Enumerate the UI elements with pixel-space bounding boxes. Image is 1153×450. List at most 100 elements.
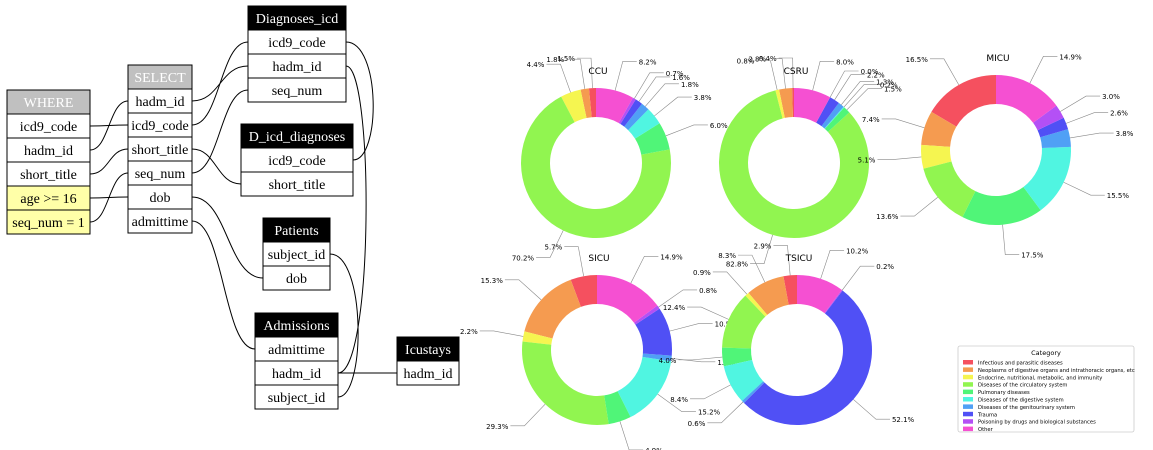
slice-label: 15.5% [1107, 192, 1130, 200]
column-name: icd9_code [268, 36, 326, 51]
label-leader [669, 323, 713, 332]
column-name: short_title [132, 143, 189, 158]
legend-label: Poisoning by drugs and biological substa… [978, 420, 1096, 426]
column-name: icd9_code [268, 154, 326, 169]
table-admissions: Admissions admittime hadm_id subject_id [254, 312, 339, 410]
donut-slice [1023, 146, 1071, 211]
donut-slice [824, 107, 850, 132]
legend-label: Diseases of the circulatory system [978, 383, 1067, 389]
donut-slice [921, 144, 952, 169]
donut-slice [1040, 129, 1071, 149]
join-line [89, 148, 129, 175]
donut-chart-micu: 16.5% 7.4% 5.1% 13.6% 17.5% 15.5% 3.8% 2.6% 3.0%… [858, 53, 1134, 259]
donut-slice [722, 347, 753, 367]
join-line [337, 65, 367, 374]
legend-swatch [963, 367, 973, 372]
donut-slice [742, 381, 765, 404]
label-leader [546, 63, 571, 93]
slice-label: 1.8% [681, 81, 699, 89]
column-name: seq_num = 1 [12, 216, 84, 231]
column-cell [240, 171, 354, 197]
donut-slice [921, 111, 957, 147]
label-leader [1029, 56, 1058, 84]
label-leader [638, 76, 671, 102]
table-header [240, 123, 354, 149]
donut-slice [617, 356, 672, 418]
column-name: icd9_code [20, 120, 78, 135]
label-leader [654, 96, 692, 117]
donut-slice [824, 106, 845, 129]
column-name: hadm_id [136, 95, 185, 110]
donut-slice [821, 102, 844, 129]
donut-chart-ccu: 1.5%1.8%4.4%70.2%6.0%3.8%1.8%1.6%0.7%8.2… [512, 55, 728, 262]
slice-label: 2.2% [460, 328, 478, 336]
label-leader [750, 234, 773, 264]
slice-label: 1.6% [672, 74, 690, 82]
column-name: icd9_code [131, 119, 189, 134]
slice-label: 14.9% [660, 253, 683, 261]
label-leader [657, 393, 696, 413]
table-header [396, 336, 460, 362]
column-name: dob [286, 272, 307, 287]
donut-slice [779, 88, 793, 118]
slice-label: 82.8% [726, 261, 749, 269]
donut-slice [604, 391, 631, 425]
slice-label: 0.8% [737, 58, 755, 66]
column-cell [6, 113, 91, 139]
donut-slice [722, 295, 766, 349]
column-name: short_title [20, 168, 77, 183]
column-cell [127, 208, 193, 234]
column-cell [240, 147, 354, 173]
label-leader [658, 289, 698, 308]
label-leader [820, 250, 845, 279]
slice-label: 8.2% [639, 58, 657, 66]
join-line [89, 172, 129, 223]
donut-slice [580, 88, 592, 118]
donut-slice [931, 75, 996, 127]
slice-label: 8.4% [670, 396, 688, 404]
table-select: SELECT hadm_id icd9_code short_title seq_num… [127, 64, 193, 234]
condition-cell [6, 185, 91, 211]
donut-slice [1037, 117, 1069, 138]
label-leader [566, 58, 586, 89]
label-leader [834, 74, 865, 101]
donut-slice [1033, 105, 1064, 131]
legend-label: Diseases of the genitourinary system [978, 405, 1075, 411]
slice-label: 1.8% [546, 56, 564, 64]
slice-label: 1.5% [884, 86, 902, 94]
table-title: Patients [274, 224, 318, 239]
legend-swatch [963, 426, 973, 432]
table-diagnoses-icd: Diagnoses_icd icd9_code hadm_id seq_num [247, 5, 347, 103]
label-leader [665, 124, 708, 137]
legend-swatch [963, 389, 973, 395]
legend-swatch [963, 397, 973, 402]
label-leader [614, 61, 637, 91]
chart-title: CSRU [784, 67, 809, 77]
label-leader [843, 84, 878, 108]
join-line [191, 220, 256, 350]
donut-slice [522, 331, 553, 345]
label-leader [900, 196, 938, 217]
legend: Category Infectious and parasitic disease… [957, 345, 1135, 433]
donut-slice [635, 308, 672, 356]
donut-slice [628, 109, 660, 139]
label-leader [1069, 132, 1114, 139]
donut-slice [748, 276, 789, 315]
slice-label: 2.9% [754, 242, 772, 250]
slice-label: 0.7% [666, 70, 684, 78]
chart-title: CCU [588, 67, 607, 77]
label-leader [773, 245, 791, 276]
table-header [6, 89, 91, 115]
chart-title: MICU [986, 54, 1009, 64]
column-name: seq_num [272, 84, 323, 99]
donut-slice [634, 305, 660, 325]
join-line [191, 89, 249, 174]
slice-label: 3.8% [1116, 130, 1134, 138]
table-title: Icustays [405, 343, 451, 358]
legend-box [957, 345, 1135, 433]
donut-charts: 1.5%1.8%4.4%70.2%6.0%3.8%1.8%1.6%0.7%8.2… [460, 53, 1134, 450]
label-leader [479, 330, 524, 337]
